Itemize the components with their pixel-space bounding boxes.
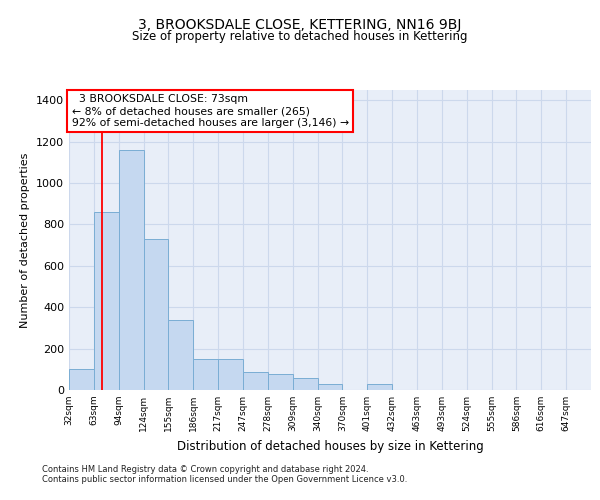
- Bar: [317, 384, 343, 390]
- Text: 3, BROOKSDALE CLOSE, KETTERING, NN16 9BJ: 3, BROOKSDALE CLOSE, KETTERING, NN16 9BJ: [139, 18, 461, 32]
- Bar: [293, 378, 317, 390]
- Bar: [169, 320, 193, 390]
- Bar: [143, 239, 169, 390]
- Text: Contains public sector information licensed under the Open Government Licence v3: Contains public sector information licen…: [42, 474, 407, 484]
- Bar: [69, 370, 94, 390]
- Bar: [218, 359, 243, 390]
- Text: Size of property relative to detached houses in Kettering: Size of property relative to detached ho…: [132, 30, 468, 43]
- Text: 3 BROOKSDALE CLOSE: 73sqm
← 8% of detached houses are smaller (265)
92% of semi-: 3 BROOKSDALE CLOSE: 73sqm ← 8% of detach…: [71, 94, 349, 128]
- Y-axis label: Number of detached properties: Number of detached properties: [20, 152, 31, 328]
- X-axis label: Distribution of detached houses by size in Kettering: Distribution of detached houses by size …: [176, 440, 484, 452]
- Bar: [367, 384, 392, 390]
- Bar: [193, 359, 218, 390]
- Bar: [94, 212, 119, 390]
- Bar: [268, 374, 293, 390]
- Bar: [119, 150, 143, 390]
- Text: Contains HM Land Registry data © Crown copyright and database right 2024.: Contains HM Land Registry data © Crown c…: [42, 466, 368, 474]
- Bar: [243, 372, 268, 390]
